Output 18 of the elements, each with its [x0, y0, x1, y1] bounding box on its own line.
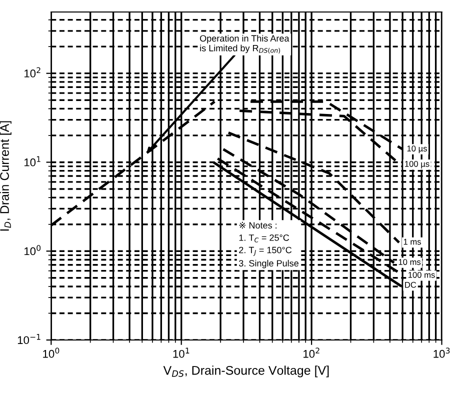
series-label: 10 ms: [398, 259, 421, 265]
x-tick-label: 10$^{2}$: [304, 348, 320, 358]
series-label: 10 µs: [407, 146, 427, 154]
y-axis-title: I$_{D}$, Drain Current [A]: [0, 121, 12, 231]
y-tick-label: 10$^{1}$: [24, 156, 40, 166]
series-label: 1 ms: [404, 238, 421, 245]
x-tick-label: 10$^{1}$: [173, 348, 190, 358]
y-tick-label: 10$^{2}$: [24, 67, 40, 78]
series-label: DC: [405, 282, 416, 288]
x-tick-label: 10$^{3}$: [434, 348, 450, 358]
x-tick-label: 10$^{0}$: [43, 348, 60, 358]
series-label: 100 ms: [408, 272, 435, 278]
x-axis-title: V$_{DS}$, Drain-Source Voltage [V]: [163, 366, 329, 378]
y-tick-label: 10$^{0}$: [24, 245, 41, 256]
series-label: 100 µs: [405, 160, 430, 169]
annotation: Operation in This Area is Limited by R$_{DS(on)}$: [200, 34, 290, 54]
annotation: ※ Notes : 1. T$_{C}$ = 25°C 2. T$_{J}$ = 150°C 3. Single Pulse: [238, 222, 298, 268]
y-tick-label: 10$^{−1}$: [18, 334, 40, 344]
